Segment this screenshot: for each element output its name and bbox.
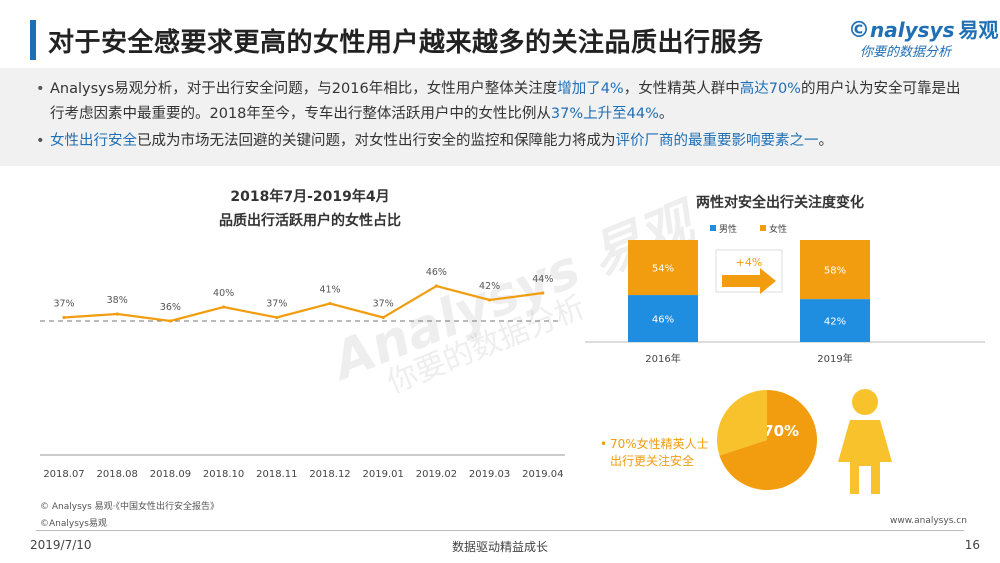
data-label: 37%: [373, 299, 394, 310]
x-tick-label: 2018.08: [97, 469, 138, 480]
legend-label: 男性: [719, 223, 737, 235]
copyright: ©Analysys易观: [40, 519, 107, 529]
footer-divider: [36, 530, 964, 531]
source-note: © Analysys 易观·《中国女性出行安全报告》: [40, 502, 219, 512]
logo-brand: ©nalysys 易观: [848, 18, 999, 43]
stacked-bar-chart: 男性 女性 54% 46% 2016年 58% 42% 2019年 +4%: [585, 223, 985, 365]
data-label: 38%: [107, 295, 128, 306]
bar-segment: [800, 240, 870, 300]
pie-slice: [717, 390, 767, 456]
summary-bullet-2: 女性出行安全已成为市场无法回避的关键问题，对女性出行安全的监控和保障能力将成为评…: [36, 129, 970, 154]
data-label: 37%: [266, 299, 287, 310]
x-tick-label: 2019.03: [469, 469, 510, 480]
legend-swatch: [710, 225, 716, 231]
data-point: [115, 312, 119, 316]
bar-label: 58%: [824, 266, 846, 277]
x-tick-label: 2019.02: [416, 469, 457, 480]
summary-bullet-1: Analysys易观分析，对于出行安全问题，与2016年相比，女性用户整体关注度…: [36, 77, 970, 127]
data-point: [168, 319, 172, 323]
data-label: 36%: [160, 302, 181, 313]
x-tick-label: 2019.04: [522, 469, 563, 480]
line-chart: 37% 2018.07 38% 2018.08 36% 2018.09 40% 2018.10…: [40, 267, 565, 480]
line-chart-subtitle: 品质出行活跃用户的女性占比: [219, 213, 401, 229]
x-tick-label: 2016年: [645, 352, 680, 365]
bar-label: 42%: [824, 317, 846, 328]
data-point: [541, 291, 545, 295]
data-point: [328, 301, 332, 306]
line-chart-title: 2018年7月-2019年4月: [230, 189, 390, 205]
data-point: [381, 315, 385, 320]
data-label: 40%: [213, 288, 234, 299]
legend-label: 女性: [769, 223, 787, 235]
footer-slogan: 数据驱动精益成长: [451, 540, 548, 554]
x-tick-label: 2018.07: [43, 469, 84, 480]
page-number: 16: [964, 538, 980, 552]
x-tick-label: 2018.09: [150, 469, 191, 480]
logo-tagline: 你要的数据分析: [860, 45, 952, 60]
data-point: [488, 298, 492, 302]
x-tick-label: 2019年: [817, 352, 852, 365]
summary-panel: Analysys易观分析，对于出行安全问题，与2016年相比，女性用户整体关注度…: [0, 68, 1000, 166]
analysys-logo: ©nalysys 易观 你要的数据分析: [848, 14, 998, 60]
x-tick-label: 2018.10: [203, 469, 244, 480]
pie-chart: 70%: [717, 390, 817, 490]
page-title: 对于安全感要求更高的女性用户越来越多的关注品质出行服务: [48, 28, 764, 58]
bar-segment: [628, 240, 698, 296]
x-tick-label: 2018.12: [309, 469, 350, 480]
annotation-label: +4%: [736, 256, 763, 269]
x-tick-label: 2019.01: [363, 469, 404, 480]
data-label: 44%: [532, 274, 553, 285]
arrow-icon: [722, 268, 776, 294]
data-label: 42%: [479, 281, 500, 292]
pie-slice: [719, 390, 817, 490]
pie-note: 70%女性精英人士出行更关注安全: [600, 436, 710, 470]
bar-chart-title: 两性对安全出行关注度变化: [696, 195, 864, 211]
data-point: [62, 315, 66, 320]
pie-label: 70%: [763, 422, 799, 440]
footer-date: 2019/7/10: [30, 538, 92, 552]
x-tick-label: 2018.11: [256, 469, 297, 480]
data-point: [434, 284, 438, 288]
data-point: [222, 305, 226, 309]
data-label: 41%: [319, 285, 340, 296]
woman-icon: [838, 389, 892, 494]
data-label: 46%: [426, 267, 447, 278]
legend-swatch: [760, 225, 766, 231]
bar-segment: [800, 299, 870, 342]
bar-label: 54%: [652, 264, 674, 275]
data-label: 37%: [53, 299, 74, 310]
bar-label: 46%: [652, 315, 674, 326]
series-line: [63, 284, 543, 323]
title-accent-bar: [30, 20, 36, 60]
website-url: www.analysys.cn: [890, 516, 967, 526]
data-point: [275, 315, 279, 320]
bar-segment: [628, 295, 698, 342]
